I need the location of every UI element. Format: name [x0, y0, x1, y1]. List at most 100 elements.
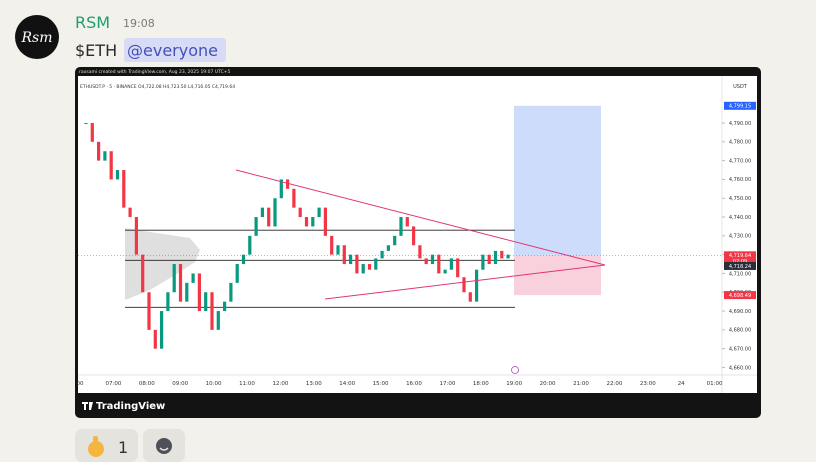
candle — [430, 254, 435, 265]
candle — [273, 198, 277, 227]
x-tick-label: 21:00 — [573, 381, 589, 387]
candle — [437, 254, 441, 274]
y-tick-label: 4,710.00 — [729, 271, 751, 277]
reaction-count: 1 — [118, 438, 128, 457]
candle — [449, 258, 453, 270]
candle — [260, 207, 264, 218]
currency: USDT — [733, 84, 748, 90]
price-label-bg — [724, 101, 756, 110]
candle — [475, 269, 479, 302]
candle — [153, 329, 157, 349]
candle — [355, 254, 359, 274]
candle — [128, 207, 132, 218]
candle — [317, 207, 321, 218]
candle — [361, 264, 365, 274]
x-tick-label: 10:00 — [206, 381, 222, 387]
chart-area — [78, 76, 757, 393]
x-tick-label: 18:00 — [473, 381, 489, 387]
candle — [374, 258, 378, 270]
brand: TradingView — [96, 401, 165, 412]
x-tick-label: 17:00 — [439, 381, 455, 387]
candle — [412, 226, 416, 246]
x-tick-label: 13:00 — [306, 381, 322, 387]
trend-line — [324, 264, 606, 300]
candle — [342, 245, 346, 265]
candle — [210, 292, 214, 330]
candle — [166, 292, 170, 312]
candle — [500, 250, 504, 259]
event-icon[interactable] — [511, 366, 519, 374]
candle — [178, 264, 183, 302]
candle — [418, 245, 422, 259]
candle — [298, 207, 302, 218]
candle — [279, 179, 283, 199]
candle — [267, 207, 271, 227]
x-tick-label: 20:00 — [540, 381, 556, 387]
avatar[interactable] — [15, 15, 59, 59]
mention-bg — [124, 38, 226, 62]
y-tick-label: 4,790.00 — [729, 121, 751, 127]
candle — [122, 170, 126, 208]
candle — [380, 250, 384, 259]
y-tick-label: 4,750.00 — [729, 196, 751, 202]
candle — [172, 264, 176, 293]
candle — [424, 258, 428, 265]
candle — [393, 235, 397, 246]
candle — [487, 254, 491, 265]
price-label-bg — [724, 261, 756, 270]
price-label: 4,718.24 — [729, 264, 751, 270]
thumbs-up-emoji — [93, 436, 98, 446]
candle — [323, 207, 327, 236]
candle — [386, 245, 390, 251]
candle — [241, 254, 246, 265]
candle — [349, 254, 353, 265]
x-tick-label: 12:00 — [272, 381, 288, 387]
y-tick-label: 4,670.00 — [729, 346, 751, 352]
candle — [506, 254, 510, 259]
brand-logo — [82, 402, 93, 410]
candle — [462, 277, 466, 293]
avatar-text: Rsm — [20, 30, 52, 46]
reaction[interactable] — [75, 429, 138, 462]
author[interactable]: RSM — [75, 13, 110, 32]
candle — [216, 311, 220, 330]
candle — [304, 217, 309, 227]
candle — [254, 217, 258, 236]
x-tick-label: 07:00 — [105, 381, 121, 387]
candle — [456, 258, 460, 278]
candle — [235, 264, 239, 283]
candle — [204, 292, 208, 312]
candle — [481, 254, 485, 270]
price-label-bg — [724, 291, 756, 300]
y-tick-label: 4,730.00 — [729, 234, 751, 240]
price-label: 4,698.49 — [729, 293, 751, 299]
add-reaction-icon — [156, 438, 172, 454]
candle — [248, 235, 252, 255]
candle — [134, 217, 138, 255]
y-tick-label: 4,690.00 — [729, 309, 751, 315]
x-tick-label: 22:00 — [606, 381, 622, 387]
candle — [286, 179, 290, 189]
symbol-line: ETHUSDT.P · 5 · BINANCE O4,722.08 H4,723… — [80, 84, 235, 90]
candle — [367, 264, 372, 270]
x-tick-label: 00 — [77, 381, 84, 387]
candle — [399, 217, 403, 236]
mention[interactable]: @everyone — [127, 41, 218, 60]
x-tick-label: 01:00 — [707, 381, 723, 387]
stop-zone — [514, 255, 601, 296]
price-label: 4,799.15 — [729, 104, 751, 110]
candle — [103, 151, 107, 161]
candle — [336, 245, 340, 255]
candle — [468, 292, 472, 302]
candle — [229, 282, 233, 302]
timestamp: 19:08 — [123, 17, 155, 30]
x-tick-label: 19:00 — [506, 381, 522, 387]
candle — [223, 301, 227, 312]
target-zone — [514, 105, 601, 256]
candle — [493, 250, 498, 265]
thumbs-up-emoji — [88, 441, 104, 457]
x-tick-label: 11:00 — [239, 381, 255, 387]
candle — [97, 141, 101, 161]
message-text: $ETH — [75, 41, 117, 60]
